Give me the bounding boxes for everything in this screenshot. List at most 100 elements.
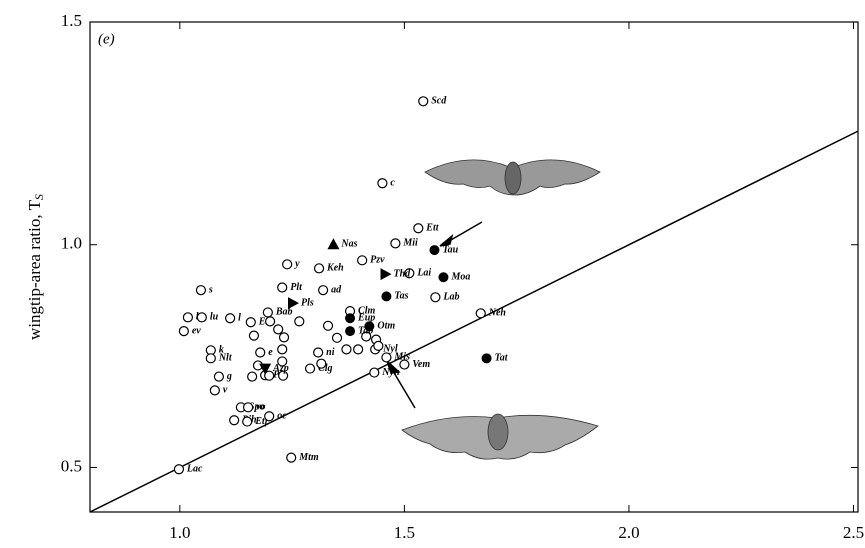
point <box>322 320 334 331</box>
point <box>377 178 388 189</box>
point-label: Bab <box>275 307 293 318</box>
point-label: Azp <box>272 363 289 374</box>
point-label: lu <box>210 312 219 323</box>
point <box>278 370 289 381</box>
point-label: Neh <box>488 308 507 319</box>
point-label: Ets <box>258 317 272 328</box>
point <box>264 370 275 381</box>
point <box>361 331 372 342</box>
point-label: vo <box>256 402 265 413</box>
y-axis-label: wingtip-area ratio, TS <box>25 194 46 340</box>
point <box>195 285 207 296</box>
point <box>259 363 272 375</box>
point <box>399 359 410 370</box>
point-label: Mtm <box>298 452 319 463</box>
point <box>277 344 288 355</box>
point <box>247 371 258 382</box>
point-label: Tab <box>358 325 373 336</box>
point-label: Plt <box>290 282 303 293</box>
point-label: Etf <box>254 416 269 427</box>
point <box>262 307 273 318</box>
point-label: Nyl <box>382 344 398 355</box>
point-label: l <box>238 313 241 324</box>
point <box>313 263 325 274</box>
point <box>317 285 329 296</box>
point-label: y <box>294 259 300 270</box>
point-label: Thd <box>394 268 412 279</box>
point <box>327 238 340 250</box>
point <box>173 464 185 475</box>
point <box>418 96 429 107</box>
point-label: Mis <box>393 352 410 363</box>
y-tick-label: 1.0 <box>61 234 82 253</box>
point <box>438 272 449 283</box>
point <box>313 347 324 358</box>
point <box>229 415 240 426</box>
point-label: Lai <box>416 268 431 279</box>
point <box>205 353 216 364</box>
point <box>475 308 486 319</box>
point-label: Clm <box>358 305 375 316</box>
point-label: Eup <box>357 313 375 324</box>
bat-body <box>504 161 522 195</box>
point-label: Clg <box>318 363 332 374</box>
point-label: Lab <box>442 292 459 303</box>
point <box>390 238 401 249</box>
x-tick-label: 1.0 <box>169 523 190 542</box>
point <box>316 358 327 369</box>
point <box>369 367 380 378</box>
x-tick-label: 2.0 <box>618 523 639 542</box>
x-tick-label: 1.5 <box>394 523 415 542</box>
point <box>264 411 275 422</box>
point <box>264 316 276 327</box>
point-label: ev <box>192 325 201 336</box>
point-label: e <box>268 347 273 358</box>
point-label: Otm <box>377 321 395 332</box>
point-label: Vem <box>412 359 430 370</box>
point <box>380 268 392 281</box>
y-axis-label-sub: S <box>32 194 46 200</box>
point <box>381 352 392 363</box>
point <box>255 347 266 358</box>
y-tick-label: 0.5 <box>61 456 82 475</box>
point-label: Scd <box>431 96 447 107</box>
point-label: s <box>208 284 213 295</box>
point <box>429 245 440 256</box>
point <box>364 321 375 332</box>
panel-label: (e) <box>98 31 115 47</box>
bat-body <box>487 413 509 451</box>
x-tick-label: 2.5 <box>843 523 864 542</box>
plot-frame <box>89 21 859 513</box>
point <box>404 268 415 279</box>
point <box>273 324 284 335</box>
point <box>282 259 293 270</box>
point-label: Tat <box>495 353 509 364</box>
point-label: Ett <box>425 223 439 234</box>
point <box>182 312 194 323</box>
point <box>331 332 343 343</box>
point-label: Tau <box>442 244 458 255</box>
point <box>278 332 290 343</box>
point-label: v <box>223 385 228 396</box>
point-label: Mii <box>402 238 418 249</box>
point <box>277 356 288 367</box>
point <box>286 452 297 463</box>
point <box>373 340 384 351</box>
bat-top <box>424 159 601 196</box>
point-label: Tas <box>394 291 408 302</box>
bat-bottom <box>401 413 599 460</box>
point <box>353 344 364 355</box>
point <box>381 291 392 302</box>
point <box>430 292 441 303</box>
point-label: Nas <box>340 239 357 250</box>
point-label: oc <box>277 411 287 422</box>
point <box>242 402 254 413</box>
point <box>294 316 305 327</box>
point-label: k <box>219 345 224 356</box>
point-label: g <box>226 371 232 382</box>
point-label: Nlt <box>218 353 233 364</box>
reference-line <box>89 130 859 513</box>
point <box>213 371 224 382</box>
point <box>245 317 256 328</box>
